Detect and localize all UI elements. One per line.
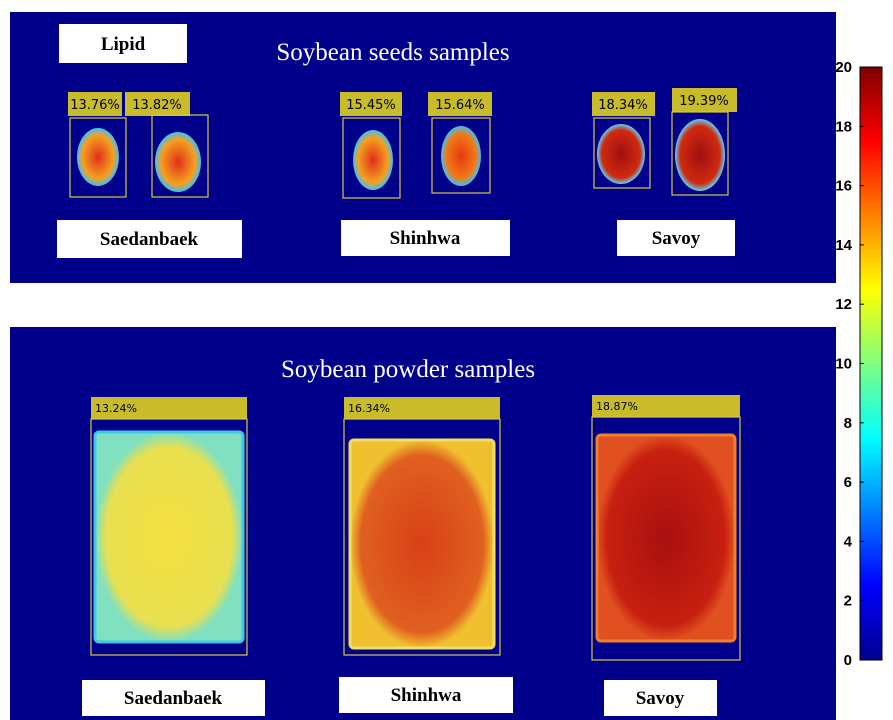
- tick-label: 6: [844, 474, 852, 491]
- variety: Saedanbaek: [124, 688, 223, 709]
- tick-label: 0: [844, 652, 852, 669]
- sample-label: 13.76%: [70, 98, 120, 113]
- seed: [77, 128, 119, 186]
- sample-label: 18.87%: [596, 400, 638, 413]
- tag: Lipid: [101, 34, 146, 55]
- powder: [350, 440, 494, 648]
- tick-label: 12: [835, 296, 852, 313]
- tick-label: 16: [835, 178, 852, 195]
- seed: [597, 124, 645, 184]
- powder-title: Soybean powder samples: [281, 356, 535, 383]
- variety: Shinhwa: [390, 228, 461, 249]
- tick-label: 18: [835, 118, 852, 135]
- sample-label: 18.34%: [598, 98, 648, 113]
- figure: Lipid Soybean seeds samples 13.76% 13.82…: [0, 0, 893, 720]
- tick-label: 14: [835, 237, 852, 254]
- powder-sample: 18.87%: [592, 395, 740, 660]
- variety: Shinhwa: [391, 685, 462, 706]
- sample-label: 15.45%: [346, 98, 396, 113]
- sample-label: 13.82%: [132, 98, 182, 113]
- seed: [441, 126, 481, 186]
- tick-label: 2: [844, 593, 852, 610]
- variety: Savoy: [636, 688, 685, 709]
- seed: [353, 130, 393, 190]
- variety: Saedanbaek: [100, 229, 199, 250]
- seeds-title: Soybean seeds samples: [276, 39, 509, 66]
- powder: [597, 435, 735, 641]
- tick-label: 10: [835, 356, 852, 373]
- tick-label: 20: [835, 59, 852, 76]
- sample-label: 13.24%: [95, 402, 137, 415]
- sample-label: 16.34%: [348, 402, 390, 415]
- seed: [675, 119, 725, 191]
- tick-label: 4: [844, 533, 853, 550]
- sample-label: 15.64%: [435, 98, 485, 113]
- variety: Savoy: [652, 228, 701, 249]
- tick-label: 8: [844, 415, 852, 432]
- sample-label: 19.39%: [679, 94, 729, 109]
- powder-sample: 13.24%: [91, 397, 247, 655]
- seed: [155, 132, 201, 192]
- powder: [95, 432, 243, 642]
